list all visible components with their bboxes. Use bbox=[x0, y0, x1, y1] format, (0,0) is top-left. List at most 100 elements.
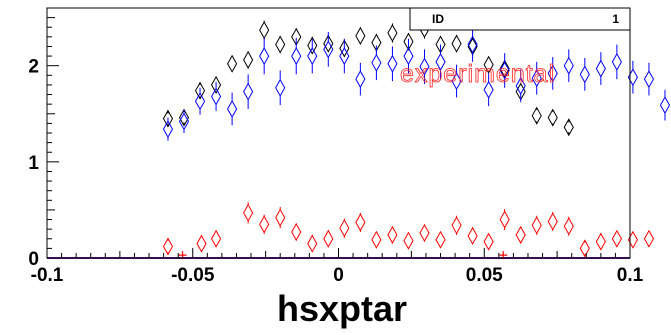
data-point bbox=[339, 47, 350, 66]
data-point bbox=[515, 225, 526, 244]
data-point bbox=[611, 229, 622, 248]
data-point bbox=[323, 40, 334, 59]
data-point bbox=[291, 223, 302, 242]
data-point bbox=[419, 57, 430, 76]
data-point bbox=[259, 215, 270, 234]
data-point bbox=[162, 109, 174, 128]
data-point bbox=[275, 35, 286, 54]
data-point bbox=[483, 232, 494, 251]
data-point bbox=[355, 213, 366, 232]
data-point bbox=[243, 82, 254, 101]
data-point bbox=[643, 70, 655, 89]
data-point bbox=[435, 230, 446, 249]
data-point bbox=[307, 47, 318, 66]
data-point bbox=[259, 21, 270, 40]
data-point bbox=[435, 52, 446, 71]
data-point bbox=[531, 69, 542, 88]
tick-labels: -0.1 -0.05 0 0.05 0.1 0 1 2 bbox=[28, 57, 643, 286]
data-point bbox=[355, 70, 366, 89]
data-point bbox=[467, 226, 478, 245]
data-point bbox=[579, 239, 590, 258]
x-tick-label: -0.1 bbox=[31, 265, 64, 286]
data-point bbox=[210, 87, 222, 106]
data-point bbox=[162, 237, 174, 256]
y-tick-label: 2 bbox=[28, 57, 39, 78]
data-point bbox=[194, 92, 206, 111]
data-point bbox=[227, 54, 238, 73]
x-tick-label: 0.05 bbox=[466, 265, 503, 286]
data-point bbox=[515, 76, 526, 95]
data-point bbox=[307, 36, 318, 55]
data-point bbox=[483, 55, 494, 74]
data-point bbox=[243, 203, 254, 222]
data-point bbox=[547, 212, 558, 231]
data-point bbox=[531, 216, 542, 235]
axis-ticks bbox=[46, 7, 631, 259]
data-point bbox=[196, 234, 207, 253]
x-tick-label: 0 bbox=[333, 265, 344, 286]
data-point bbox=[659, 96, 671, 115]
data-point bbox=[227, 99, 238, 118]
data-point bbox=[483, 80, 494, 99]
series-0 bbox=[162, 19, 574, 137]
plot-frame bbox=[46, 7, 631, 259]
data-point bbox=[210, 229, 222, 248]
data-point bbox=[210, 75, 222, 94]
series-1 bbox=[162, 27, 671, 141]
data-point bbox=[275, 208, 286, 227]
data-point bbox=[499, 210, 510, 229]
series-layer bbox=[47, 19, 671, 260]
data-point bbox=[371, 53, 382, 72]
data-point bbox=[563, 217, 574, 236]
data-point bbox=[178, 108, 190, 127]
data-point bbox=[323, 229, 334, 248]
series-2 bbox=[162, 202, 655, 258]
x-tick-label: 0.1 bbox=[617, 265, 644, 286]
data-point bbox=[291, 47, 302, 66]
data-point bbox=[547, 108, 558, 127]
data-point bbox=[563, 118, 574, 137]
data-point bbox=[499, 59, 510, 78]
stats-box-value: 1 bbox=[612, 12, 619, 26]
y-tick-label: 1 bbox=[28, 153, 39, 174]
data-point bbox=[419, 223, 430, 243]
data-point bbox=[499, 61, 510, 80]
data-point bbox=[259, 47, 270, 66]
data-point bbox=[387, 54, 398, 73]
data-point bbox=[547, 64, 558, 83]
stats-box-label: ID bbox=[432, 12, 444, 26]
data-point bbox=[355, 26, 366, 45]
data-point bbox=[451, 34, 462, 53]
data-point bbox=[275, 78, 286, 97]
x-axis-title: hsxptar bbox=[277, 288, 407, 329]
data-point bbox=[595, 59, 606, 78]
data-point bbox=[194, 81, 206, 100]
experimental-annotation: experimental bbox=[400, 60, 555, 88]
data-point bbox=[339, 39, 350, 58]
y-tick-label: 0 bbox=[28, 249, 39, 270]
data-point bbox=[595, 232, 606, 251]
data-point bbox=[243, 50, 254, 69]
data-point bbox=[162, 120, 174, 139]
stats-box-frame bbox=[409, 7, 631, 31]
data-point bbox=[643, 229, 655, 248]
data-point bbox=[387, 23, 398, 43]
data-point bbox=[403, 32, 414, 51]
data-point bbox=[451, 216, 462, 235]
data-point bbox=[339, 219, 350, 238]
data-point bbox=[611, 52, 622, 71]
data-point bbox=[563, 56, 574, 75]
data-point bbox=[387, 225, 398, 244]
data-point bbox=[307, 234, 318, 253]
data-point bbox=[371, 230, 382, 249]
data-point bbox=[403, 47, 414, 66]
stats-box: ID 1 bbox=[409, 7, 631, 31]
data-point bbox=[467, 35, 478, 54]
data-point bbox=[403, 231, 414, 250]
data-point bbox=[579, 65, 590, 84]
data-point bbox=[178, 112, 190, 131]
data-point bbox=[531, 106, 542, 125]
x-tick-label: -0.05 bbox=[171, 265, 215, 286]
data-point bbox=[323, 34, 334, 53]
